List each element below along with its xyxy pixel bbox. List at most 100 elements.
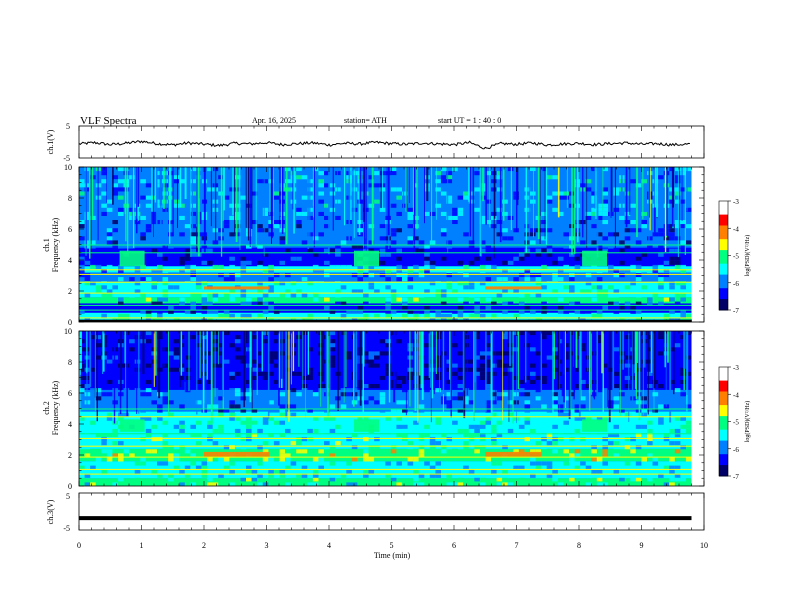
spectrogram-cell <box>585 465 592 470</box>
spectrogram-cell <box>552 437 558 442</box>
spectrogram-cell <box>502 371 508 376</box>
spectrogram-cell <box>413 457 419 462</box>
spectrogram-cell <box>134 269 141 274</box>
spectrogram-cell <box>374 335 380 340</box>
spectrogram-cell <box>674 260 681 265</box>
spectrogram-cell <box>541 167 547 172</box>
spectrogram-cell <box>318 371 324 376</box>
spectrogram-cell <box>535 252 542 257</box>
spectrogram-cell <box>262 371 269 376</box>
spectrogram-cell <box>669 236 675 241</box>
spectrogram-cell <box>307 343 313 348</box>
spectrogram-cell <box>507 313 514 318</box>
spectrogram-cell <box>184 465 191 470</box>
spectrogram-cell <box>134 461 141 466</box>
spectrogram-cell <box>340 424 347 429</box>
spectrogram-cell <box>268 285 274 290</box>
spectrogram-cell <box>474 256 480 261</box>
spectrogram-cell <box>112 441 118 446</box>
spectrogram-streak <box>380 167 382 208</box>
spectrogram-cell <box>485 388 492 393</box>
spectrogram-cell <box>285 167 291 172</box>
spectrogram-cell <box>624 367 631 372</box>
spectrogram-cell <box>101 269 107 274</box>
spectrogram-cell <box>530 309 536 314</box>
spectrogram-cell <box>145 285 152 290</box>
spectrogram-streak <box>281 167 282 230</box>
spectrogram-cell <box>357 285 363 290</box>
spectrogram-cell <box>106 224 113 229</box>
spectrogram-cell <box>151 248 157 253</box>
spectrogram-cell <box>535 441 542 446</box>
spectrogram-cell <box>190 465 196 470</box>
colorbar-segment <box>719 296 728 300</box>
spectrogram-cell <box>307 281 313 286</box>
spectrogram-cell <box>184 256 191 261</box>
spectrogram-cell <box>463 335 469 340</box>
spectrogram-streak <box>239 167 241 250</box>
spectrogram-streak <box>475 331 477 396</box>
spectrogram-cell <box>563 248 569 253</box>
spectrogram-cell <box>329 445 336 450</box>
spectrogram-cell <box>596 183 603 188</box>
spectrogram-cell <box>524 404 531 409</box>
spectrogram-streak <box>94 331 96 411</box>
spectrogram-cell <box>530 331 536 336</box>
spectrogram-cell <box>524 363 531 368</box>
spectrogram-cell <box>440 228 447 233</box>
spectrogram-cell <box>652 433 659 438</box>
spectrogram-cell <box>79 367 85 372</box>
spectrogram-cell <box>173 457 180 462</box>
spectrogram-cell <box>418 420 425 425</box>
spectrogram-cell <box>680 236 686 241</box>
spectrogram-cell <box>101 428 107 433</box>
spectrogram-cell <box>546 248 553 253</box>
spectrogram-cell <box>429 281 436 286</box>
spectrogram-cell <box>268 355 274 360</box>
spectrogram-cell <box>190 215 196 220</box>
colorbar-segment <box>719 211 728 216</box>
spectrogram-cell <box>296 215 302 220</box>
spectrogram-cell <box>324 445 330 450</box>
spectrogram-streak <box>648 167 650 243</box>
spectrogram-cell <box>195 441 202 446</box>
spectrogram-cell <box>569 379 575 384</box>
colorbar-segment <box>719 231 728 235</box>
spectrogram-cell <box>379 396 386 401</box>
colorbar-segment <box>719 258 728 262</box>
spectrogram-cell <box>574 384 581 389</box>
spectrogram-streak <box>681 167 683 221</box>
colorbar-segment <box>719 244 728 248</box>
spectrogram-cell <box>468 433 475 438</box>
spectrogram-streak <box>436 167 437 220</box>
spectrogram-cell <box>118 437 124 442</box>
spectrogram-streak <box>678 167 680 254</box>
spectrogram-cell <box>479 445 486 450</box>
spectrogram-cell <box>396 297 402 302</box>
spectrogram-cell <box>446 404 453 409</box>
spectrogram-cell <box>312 428 319 433</box>
spectrogram-cell <box>552 441 558 446</box>
spectrogram-cell <box>329 416 336 421</box>
spectrogram-cell <box>463 400 469 405</box>
spectrogram-cell <box>101 297 107 302</box>
spectrogram-cell <box>435 331 441 336</box>
spectrogram-cell <box>613 171 620 176</box>
spectrogram-streak <box>305 331 306 419</box>
spectrogram-cell <box>546 465 553 470</box>
spectrogram-cell <box>485 211 492 216</box>
spectrogram-cell <box>95 248 102 253</box>
spectrogram-streak <box>196 167 198 227</box>
spectrogram-cell <box>363 453 369 458</box>
spectrogram-cell <box>190 481 196 486</box>
spectrogram-cell <box>301 449 308 454</box>
spectrogram-cell <box>569 273 575 278</box>
spectrogram-streak <box>442 331 445 395</box>
spectrogram-cell <box>162 293 169 298</box>
spectrogram-cell <box>385 236 391 241</box>
spectrogram-cell <box>635 449 642 454</box>
spectrogram-cell <box>513 289 519 294</box>
spectrogram-cell <box>418 441 425 446</box>
spectrogram-cell <box>641 224 647 229</box>
